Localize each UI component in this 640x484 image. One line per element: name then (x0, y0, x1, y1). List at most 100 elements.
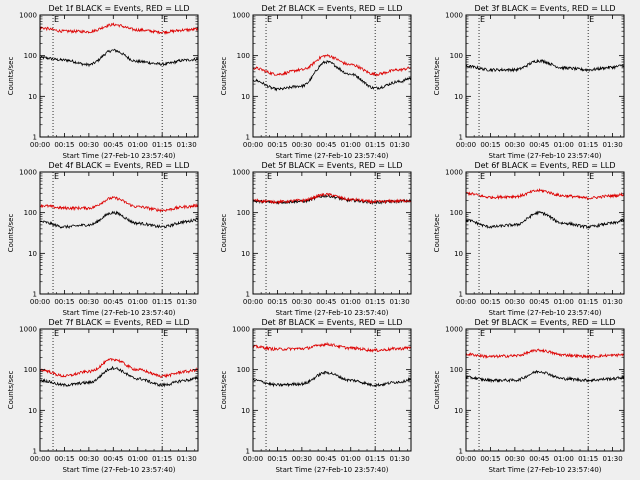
event-marker-label: E (267, 15, 272, 24)
y-tick-label: 1000 (232, 326, 250, 334)
x-tick-label: 00:30 (79, 455, 99, 463)
x-tick-label: 01:00 (128, 455, 148, 463)
y-tick-label: 100 (237, 52, 250, 60)
x-axis-label: Start Time (27-Feb-10 23:57:40) (62, 152, 175, 160)
x-tick-label: 01:30 (603, 141, 623, 149)
x-tick-label: 00:00 (456, 455, 476, 463)
x-tick-label: 01:00 (554, 141, 574, 149)
y-axis-label: Counts/sec (7, 214, 15, 253)
x-tick-label: 01:00 (554, 298, 574, 306)
y-tick-label: 10 (454, 250, 463, 258)
plot-frame (252, 171, 412, 295)
series-line-events (39, 365, 199, 388)
series-line-events (465, 58, 625, 73)
x-tick-label: 00:30 (79, 141, 99, 149)
x-tick-label: 00:45 (316, 455, 336, 463)
subplot-4: Det 4f BLACK = Events, RED = LLD Counts/s… (7, 161, 199, 317)
x-tick-label: 00:30 (79, 298, 99, 306)
event-marker-label: E (54, 15, 59, 24)
x-tick-label: 01:30 (603, 298, 623, 306)
x-tick-label: 01:30 (177, 298, 197, 306)
x-tick-label: 01:15 (365, 298, 385, 306)
x-tick-label: 00:00 (456, 141, 476, 149)
subplot-7: Det 7f BLACK = Events, RED = LLD Counts/s… (7, 318, 199, 474)
subplot-9: Det 9f BLACK = Events, RED = LLD Counts/s… (433, 318, 625, 474)
x-tick-label: 00:30 (505, 455, 525, 463)
x-tick-label: 01:15 (578, 141, 598, 149)
x-tick-label: 00:45 (529, 298, 549, 306)
event-marker-label: E (480, 172, 485, 181)
y-axis-label: Counts/sec (220, 371, 228, 410)
y-tick-label: 100 (237, 366, 250, 374)
x-axis-label: Start Time (27-Feb-10 23:57:40) (488, 152, 601, 160)
event-marker-label: E (589, 172, 594, 181)
plot-frame (465, 14, 625, 138)
subplot-1: Det 1f BLACK = Events, RED = LLD Counts/s… (7, 4, 199, 160)
y-tick-label: 10 (28, 250, 37, 258)
y-tick-label: 10 (28, 407, 37, 415)
x-tick-label: 00:45 (103, 455, 123, 463)
series-line-lld (39, 195, 199, 213)
series-line-events (465, 369, 625, 384)
subplot-3: Det 3f BLACK = Events, RED = LLD Counts/s… (433, 4, 625, 160)
x-tick-label: 00:45 (316, 141, 336, 149)
y-tick-label: 100 (237, 209, 250, 217)
plot-title: Det 4f BLACK = Events, RED = LLD (48, 161, 189, 170)
x-tick-label: 00:30 (292, 141, 312, 149)
x-tick-label: 00:00 (30, 141, 50, 149)
x-tick-label: 01:00 (341, 455, 361, 463)
y-axis-label: Counts/sec (433, 57, 441, 96)
y-tick-label: 10 (241, 250, 250, 258)
event-marker-label: E (589, 15, 594, 24)
x-axis-label: Start Time (27-Feb-10 23:57:40) (275, 152, 388, 160)
plot-title: Det 3f BLACK = Events, RED = LLD (474, 4, 615, 13)
x-tick-label: 01:30 (390, 141, 410, 149)
series-line-lld (39, 357, 199, 379)
x-tick-label: 01:15 (578, 298, 598, 306)
y-tick-label: 100 (24, 209, 37, 217)
plot-frame (39, 328, 199, 452)
x-tick-label: 01:00 (128, 141, 148, 149)
y-tick-label: 1000 (445, 326, 463, 334)
x-axis-label: Start Time (27-Feb-10 23:57:40) (62, 309, 175, 317)
y-tick-label: 1 (33, 448, 37, 456)
x-tick-label: 00:30 (505, 298, 525, 306)
y-tick-label: 100 (450, 366, 463, 374)
event-marker-label: E (267, 329, 272, 338)
x-tick-label: 00:30 (505, 141, 525, 149)
x-tick-label: 00:00 (30, 455, 50, 463)
y-tick-label: 1 (459, 134, 463, 142)
event-marker-label: E (376, 329, 381, 338)
y-tick-label: 1 (33, 134, 37, 142)
event-marker-label: E (267, 172, 272, 181)
y-tick-label: 1 (459, 448, 463, 456)
series-line-lld (465, 187, 625, 201)
x-tick-label: 00:45 (103, 298, 123, 306)
x-axis-label: Start Time (27-Feb-10 23:57:40) (275, 309, 388, 317)
y-tick-label: 100 (450, 209, 463, 217)
series-line-events (465, 210, 625, 230)
x-tick-label: 01:30 (390, 455, 410, 463)
plot-title: Det 2f BLACK = Events, RED = LLD (261, 4, 402, 13)
plot-frame (465, 171, 625, 295)
x-tick-label: 01:15 (578, 455, 598, 463)
plot-title: Det 5f BLACK = Events, RED = LLD (261, 161, 402, 170)
x-tick-label: 01:30 (177, 455, 197, 463)
x-tick-label: 00:00 (243, 455, 263, 463)
x-tick-label: 01:00 (341, 298, 361, 306)
x-tick-label: 00:00 (243, 298, 263, 306)
y-tick-label: 100 (24, 52, 37, 60)
x-tick-label: 00:15 (267, 141, 287, 149)
y-tick-label: 10 (454, 93, 463, 101)
y-tick-label: 1 (246, 134, 250, 142)
plot-frame (252, 14, 412, 138)
event-marker-label: E (376, 172, 381, 181)
x-tick-label: 00:15 (480, 141, 500, 149)
y-tick-label: 100 (450, 52, 463, 60)
series-line-lld (252, 192, 412, 205)
x-tick-label: 00:15 (480, 298, 500, 306)
series-line-lld (252, 341, 412, 353)
plot-title: Det 8f BLACK = Events, RED = LLD (261, 318, 402, 327)
event-marker-label: E (163, 329, 168, 338)
series-line-lld (465, 348, 625, 360)
